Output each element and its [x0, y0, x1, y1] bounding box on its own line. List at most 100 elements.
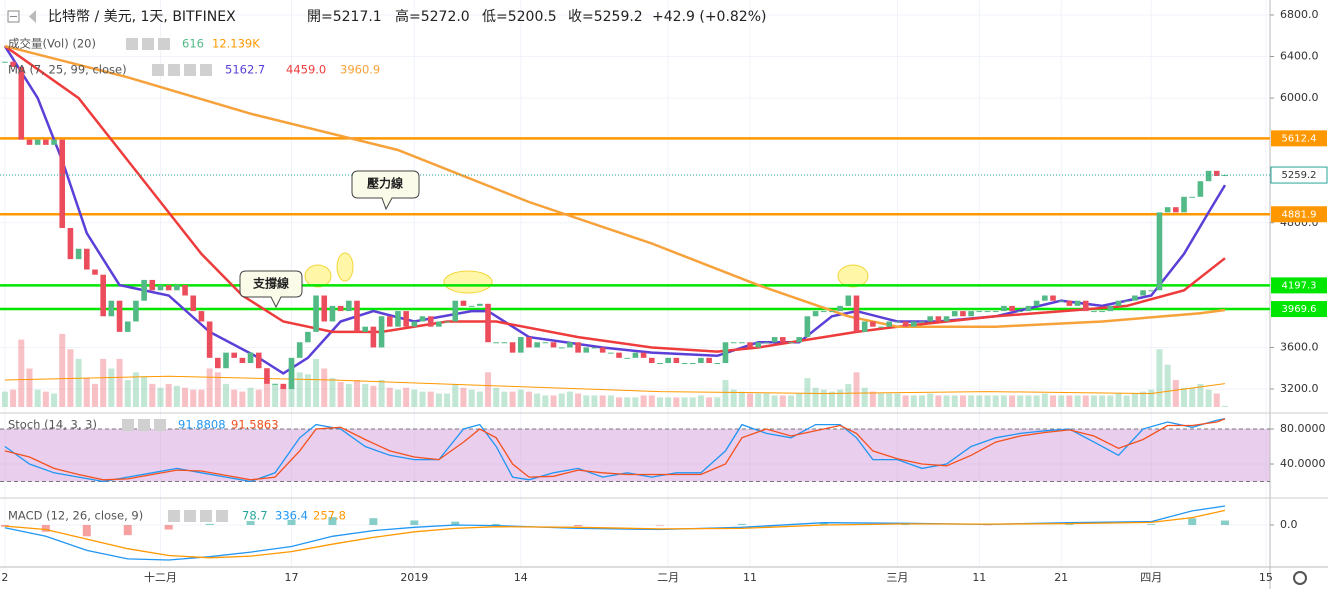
candle [1115, 300, 1122, 306]
volume-bar [1115, 393, 1122, 407]
legend-icons [126, 38, 170, 50]
candle [763, 342, 770, 344]
candle [272, 383, 278, 385]
histogram-bar [41, 524, 50, 532]
settings-icon[interactable] [1293, 571, 1307, 585]
volume-bar [34, 389, 41, 407]
candle [673, 357, 680, 364]
candle [329, 305, 336, 322]
collapse-icon[interactable] [7, 10, 20, 23]
volume-legend[interactable]: 成交量(Vol) (20) [8, 37, 96, 51]
candle [26, 139, 33, 145]
volume-bar [313, 358, 320, 407]
symbol[interactable]: 比特幣 / 美元, 1天, BITFINEX [48, 9, 236, 25]
x-tick-label: 14 [514, 571, 528, 584]
ma-value: 3960.9 [340, 63, 380, 77]
volume-bar [116, 358, 123, 407]
highlight [443, 270, 493, 294]
candle [485, 303, 491, 343]
volume-bar [1082, 395, 1089, 407]
candle [632, 352, 639, 358]
macd-legend[interactable]: MACD (12, 26, close, 9) [8, 509, 143, 523]
candle [796, 337, 802, 343]
candle [223, 352, 229, 369]
candle [215, 357, 221, 369]
histogram-bar [492, 523, 501, 525]
x-tick-label: 17 [285, 571, 299, 584]
candle [206, 321, 213, 358]
volume-bar [100, 358, 107, 407]
histogram-bar [451, 521, 460, 525]
volume-bar [624, 397, 631, 407]
histogram-bar [246, 521, 255, 525]
candle [1082, 300, 1089, 312]
volume-bar [206, 368, 213, 407]
candle [951, 311, 958, 317]
ohlc-change: +42.9 (+0.82%) [652, 9, 766, 25]
volume-bar [886, 393, 893, 407]
candle [960, 311, 966, 317]
volume-bar [665, 397, 672, 407]
candle [534, 342, 540, 348]
indicator-line [4, 417, 1226, 483]
candle [288, 357, 295, 390]
volume-bar [599, 395, 606, 407]
histogram-bar [164, 524, 173, 530]
candle [616, 352, 622, 358]
x-tick-label: 15 [1259, 571, 1273, 584]
volume-bar [329, 378, 336, 407]
candle [804, 316, 811, 338]
candle [370, 326, 377, 348]
volume-bar [83, 378, 90, 407]
volume-bar [411, 389, 418, 407]
candle [2, 61, 8, 63]
x-tick-label: 11 [972, 571, 986, 584]
candle [747, 342, 753, 348]
stoch-legend[interactable]: Stoch (14, 3, 3) [8, 418, 97, 432]
volume-bar [173, 385, 180, 407]
candle [665, 357, 671, 364]
candle [100, 274, 106, 317]
histogram-bar [328, 517, 337, 525]
candle [599, 347, 606, 353]
candle [305, 331, 311, 343]
volume-bar [787, 395, 794, 407]
candle [1181, 196, 1187, 213]
volume-bar [370, 385, 377, 407]
stoch-value: 91.8808 [178, 418, 226, 432]
ma-line [4, 45, 1226, 353]
candle [460, 300, 467, 306]
volume-bar [992, 395, 999, 407]
highlight [336, 252, 354, 282]
y-tick-label: 3200.0 [1280, 382, 1319, 395]
histogram-bar [123, 524, 132, 536]
annotation: 壓力線 [367, 176, 403, 191]
candle [567, 342, 573, 348]
candle [427, 316, 434, 327]
candle [608, 352, 614, 354]
level-label: 4881.9 [1282, 209, 1317, 220]
volume-bar [190, 389, 197, 407]
volume-bar [1017, 395, 1024, 407]
candle [927, 316, 933, 322]
candle [1050, 295, 1056, 301]
candle [296, 342, 303, 358]
volume-bar [681, 397, 688, 407]
candle [968, 311, 974, 317]
x-tick-label: 21 [1054, 571, 1068, 584]
ma-legend[interactable]: MA (7, 25, 99, close) [8, 63, 127, 77]
candle [853, 295, 860, 332]
volume-bar [378, 380, 385, 407]
candle [362, 326, 368, 332]
candle [92, 269, 98, 275]
volume-bar [124, 380, 131, 407]
candle [198, 311, 205, 322]
volume-bar [485, 372, 492, 407]
volume-bar [460, 387, 467, 407]
candle [444, 321, 450, 323]
candle [902, 321, 909, 327]
histogram-bar [410, 520, 419, 525]
candle [1017, 311, 1024, 313]
indicator-line [4, 509, 1226, 559]
candle [1033, 300, 1040, 306]
